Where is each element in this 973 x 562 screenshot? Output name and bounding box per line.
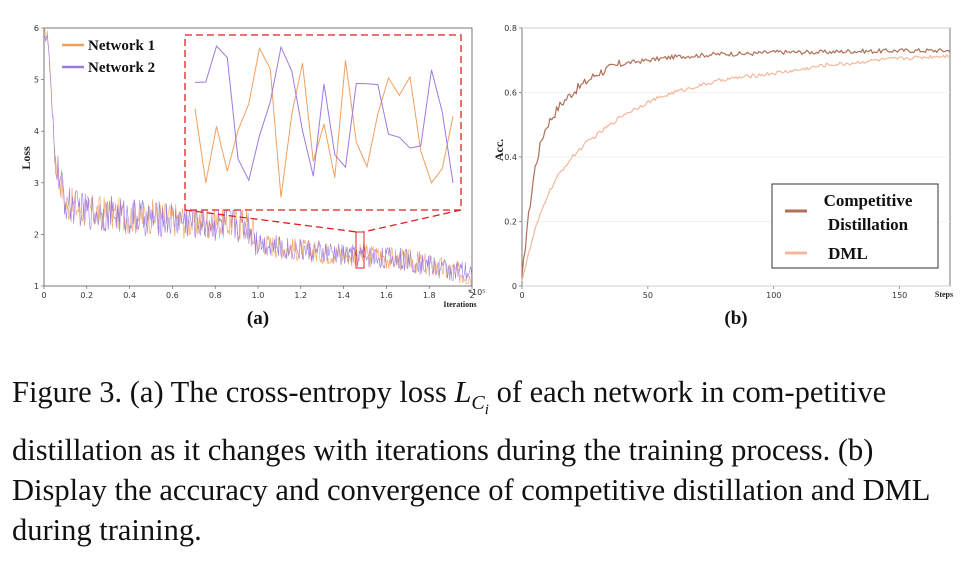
legend-dml-label: DML <box>828 244 868 263</box>
x-tick-label: 1.4 <box>337 291 350 300</box>
caption-part2: of each network in com-petitive distilla… <box>12 375 930 548</box>
inset-series-line <box>194 46 454 198</box>
y-tick-label: 0.2 <box>504 218 517 227</box>
zoom-connector-left <box>184 209 358 233</box>
y-tick-label: 4 <box>34 127 39 136</box>
panel-label-b: (b) <box>724 308 747 329</box>
y-tick-label: 6 <box>34 24 39 33</box>
inset-series-line <box>194 45 454 184</box>
y-tick-label: 2 <box>34 230 39 239</box>
x-axis-label-b: Steps <box>935 290 953 299</box>
series-line-dml <box>521 54 951 282</box>
x-tick-label: 0 <box>41 291 46 300</box>
caption-math-l: L <box>454 375 472 409</box>
caption-math-c: C <box>471 392 485 415</box>
x-tick-label: 100 <box>766 291 781 300</box>
y-tick-label: 0 <box>512 282 517 291</box>
chart-a: 0 0.2 0.4 0.6 0.8 1.0 1.2 1.4 1.6 1.8 2 1 2 3 4 5 6 Netw… <box>19 24 485 329</box>
y-tick-label: 0.4 <box>504 153 517 162</box>
x-tick-label: 50 <box>643 291 653 300</box>
y-axis-label-b: Acc. <box>492 139 506 161</box>
x-tick-label: 0.6 <box>166 291 179 300</box>
caption-part1: Figure 3. (a) The cross-entropy loss <box>12 375 455 409</box>
y-tick-label: 3 <box>34 179 39 188</box>
x-tick-label: 1.8 <box>423 291 436 300</box>
x-tick-label: 0 <box>519 291 524 300</box>
y-tick-label: 0.8 <box>504 24 517 33</box>
y-axis-label-a: Loss <box>19 146 33 170</box>
zoom-connector-right <box>362 209 462 233</box>
series-line-network-2 <box>43 35 473 287</box>
zoom-region-marker <box>355 231 365 269</box>
caption-math-i: i <box>484 402 489 419</box>
x-tick-label: 1.2 <box>294 291 307 300</box>
series-line-competitive-distillation <box>521 48 951 276</box>
legend-cd-label-2: Distillation <box>828 215 909 234</box>
x-tick-label: 2 <box>469 291 474 300</box>
y-tick-label: 0.6 <box>504 89 517 98</box>
x-axis-label-a: Iterations <box>443 300 476 309</box>
y-tick-label: 1 <box>34 282 39 291</box>
chart-b: 0 50 100 150 0 0.2 0.4 0.6 0.8 Competitive Disti… <box>492 24 953 329</box>
x-tick-label: 0.2 <box>80 291 93 300</box>
x-tick-label: 0.4 <box>123 291 136 300</box>
legend-cd-label-1: Competitive <box>824 191 913 210</box>
panel-label-a: (a) <box>247 308 269 329</box>
figure-caption: Figure 3. (a) The cross-entropy loss LCi… <box>12 372 962 550</box>
legend-network1-label: Network 1 <box>88 38 155 54</box>
x-tick-label: 1.6 <box>380 291 393 300</box>
x-tick-label: 0.8 <box>209 291 222 300</box>
figure-3: 0 0.2 0.4 0.6 0.8 1.0 1.2 1.4 1.6 1.8 2 1 2 3 4 5 6 Netw… <box>19 24 953 329</box>
x-tick-label: 1.0 <box>252 291 265 300</box>
x-multiplier-a: *10⁵ <box>468 288 485 297</box>
legend-network2-label: Network 2 <box>88 60 155 76</box>
x-tick-label: 150 <box>892 291 907 300</box>
y-tick-label: 5 <box>34 76 39 85</box>
zoom-inset-frame <box>184 34 462 211</box>
